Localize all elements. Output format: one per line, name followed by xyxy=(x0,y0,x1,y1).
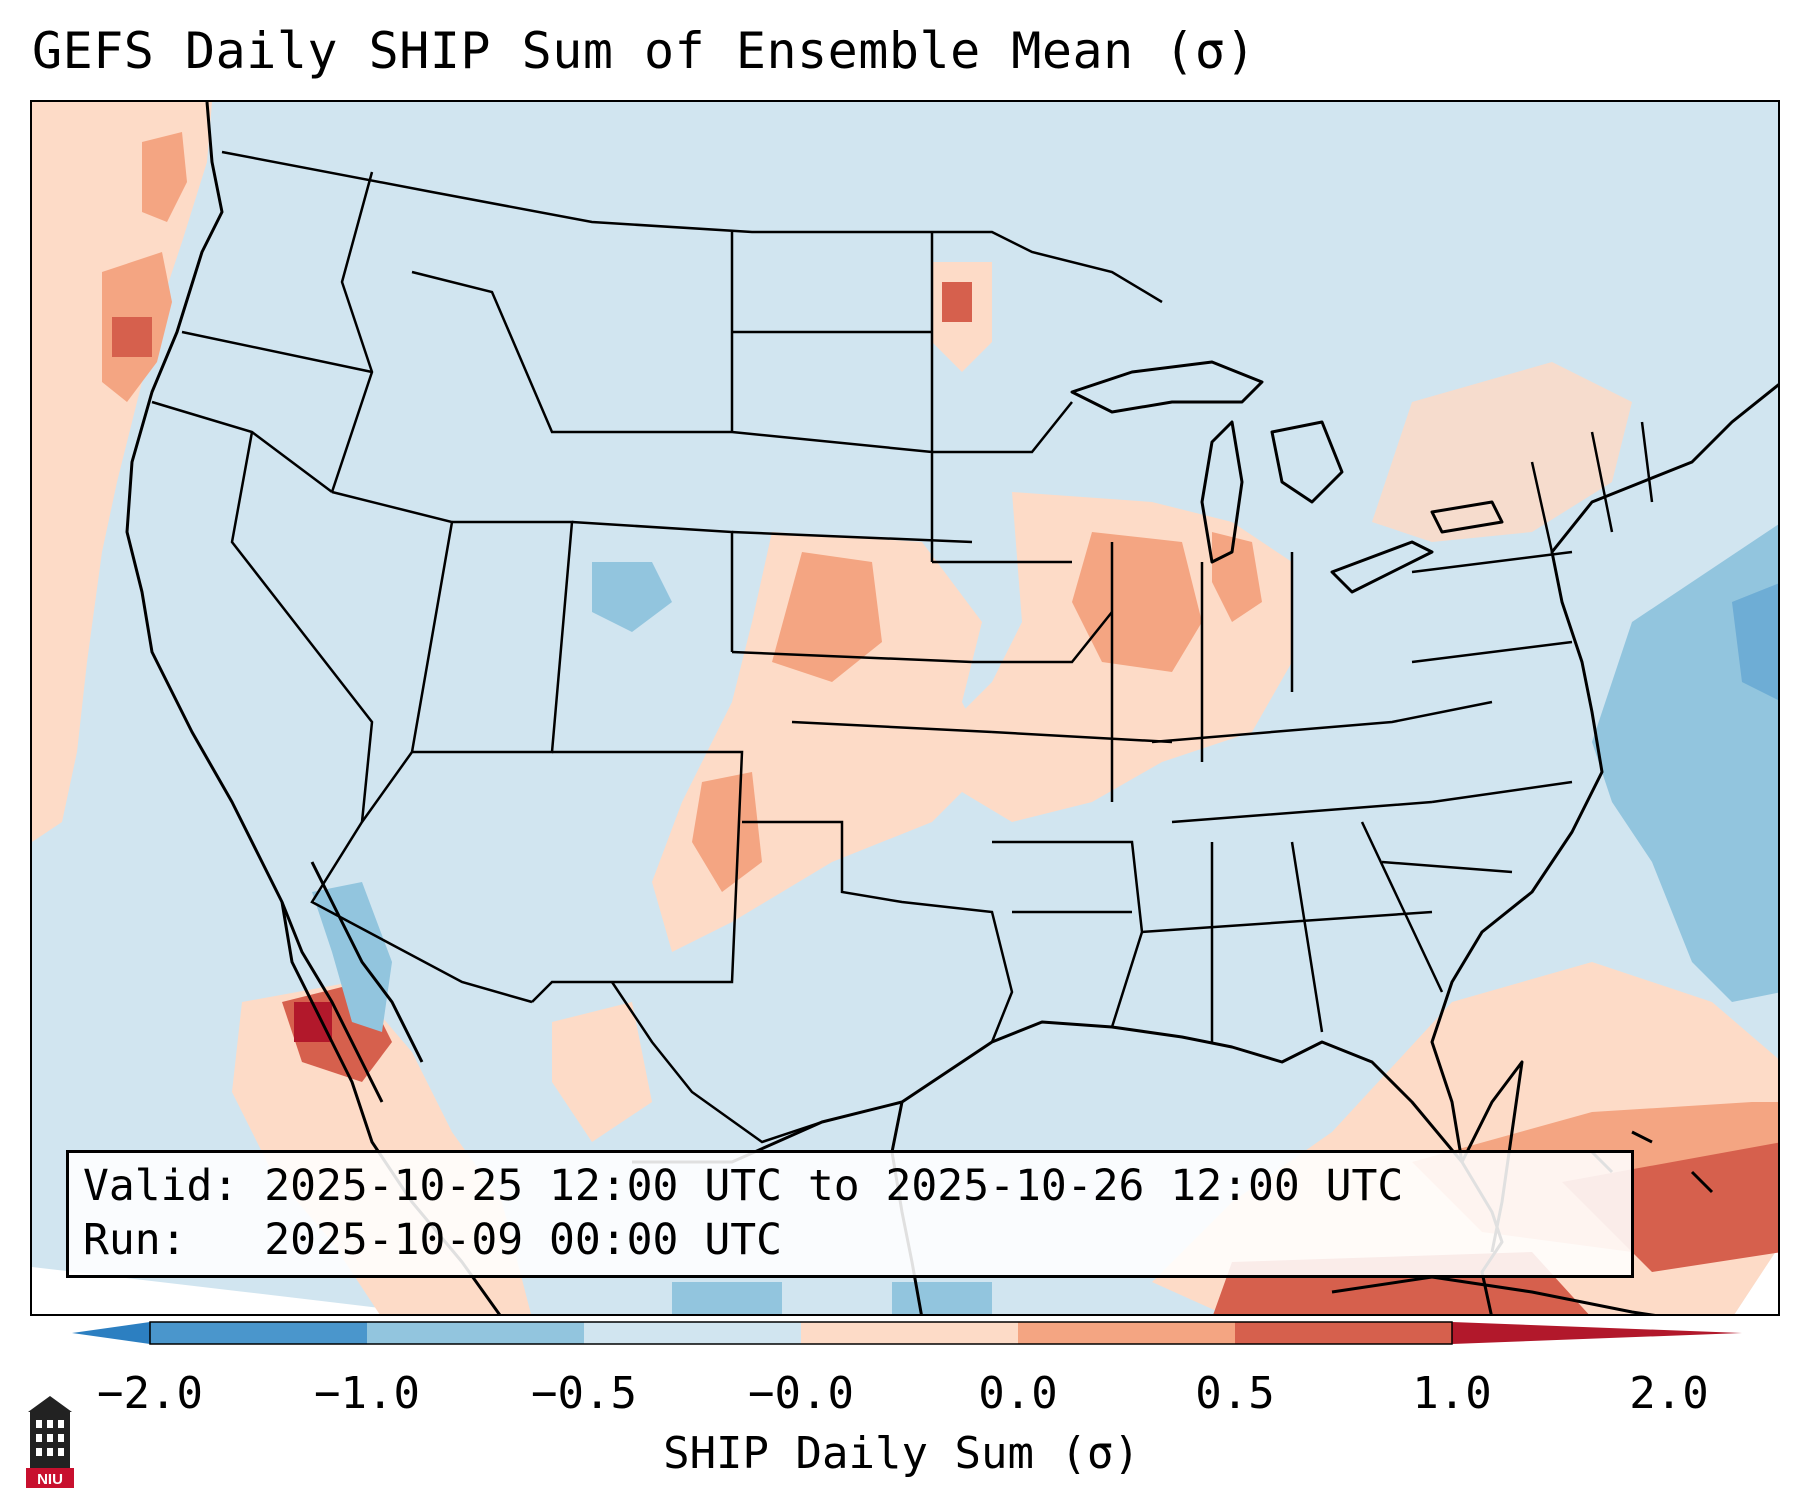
colorbar-bin-m2-m1 xyxy=(150,1322,367,1344)
colorbar-tick-label: −2.0 xyxy=(97,1368,203,1419)
colorbar-bin-1-2 xyxy=(1235,1322,1452,1344)
patch-pacific-nw-peak xyxy=(112,317,152,357)
colorbar-extend-max xyxy=(1452,1322,1742,1344)
chart-title: GEFS Daily SHIP Sum of Ensemble Mean (σ) xyxy=(32,22,1257,80)
patch-gulf-california xyxy=(312,882,392,1032)
lake-superior xyxy=(1070,360,1264,414)
patch-northeast xyxy=(1372,362,1632,542)
patch-colorado-negative xyxy=(592,562,672,632)
patch-minnesota-core xyxy=(942,282,972,322)
cuba-coastline xyxy=(1331,1275,1656,1314)
patch-mexico-west-peak xyxy=(294,1002,332,1042)
colorbar-bin-0-05 xyxy=(801,1322,1018,1344)
baja-coastline xyxy=(280,861,424,1103)
colorbar-bin-05-1 xyxy=(1018,1322,1235,1344)
run-text: Run: 2025-10-09 00:00 UTC xyxy=(83,1215,782,1265)
patch-central-negative2 xyxy=(892,1282,992,1314)
colorbar-label: SHIP Daily Sum (σ) xyxy=(663,1428,1140,1479)
lake-ontario xyxy=(1430,500,1504,534)
colorbar-bin-m05-0 xyxy=(584,1322,801,1344)
colorbar-tick-label: −1.0 xyxy=(314,1368,420,1419)
info-box: Valid: 2025-10-25 12:00 UTC to 2025-10-2… xyxy=(66,1150,1634,1278)
colorbar-bin-m1-m05 xyxy=(367,1322,584,1344)
us-canada-border xyxy=(221,150,1163,304)
university-tower-icon xyxy=(28,1396,72,1468)
west-coastline xyxy=(125,102,501,1314)
patch-illinois-core xyxy=(1072,532,1202,672)
lake-erie xyxy=(1330,540,1434,594)
logo-text: NIU xyxy=(37,1471,63,1488)
colorbar-tick-label: −0.5 xyxy=(531,1368,637,1419)
niu-logo: NIU xyxy=(26,1396,74,1488)
valid-text: Valid: 2025-10-25 12:00 UTC to 2025-10-2… xyxy=(83,1161,1404,1211)
patch-nm-core xyxy=(692,772,762,892)
state-boundaries xyxy=(151,150,1654,1144)
patch-kansas-core xyxy=(772,552,882,682)
map-frame xyxy=(30,100,1780,1316)
patch-pacific-nw-core2 xyxy=(142,132,187,222)
colorbar-tick-label: 0.0 xyxy=(978,1368,1058,1419)
patch-atlantic-core xyxy=(1732,583,1778,700)
lake-huron xyxy=(1270,420,1344,504)
colorbar-tick-label: 2.0 xyxy=(1629,1368,1709,1419)
patch-central-negative xyxy=(672,1282,782,1314)
patch-mexico-interior xyxy=(552,1002,652,1142)
colorbar xyxy=(72,1321,1742,1345)
coastlines xyxy=(125,102,1778,1314)
lake-michigan xyxy=(1200,420,1244,564)
colorbar-outline xyxy=(149,1321,1453,1345)
colorbar-extend-min xyxy=(72,1322,150,1344)
colorbar-tick-label: −0.0 xyxy=(748,1368,854,1419)
east-coastline xyxy=(1430,383,1778,1163)
colorbar-tick-label: 0.5 xyxy=(1195,1368,1275,1419)
domain-edge-left xyxy=(32,1267,430,1314)
colorbar-tick-label: 1.0 xyxy=(1412,1368,1492,1419)
patch-atlantic-negative xyxy=(1592,524,1778,1002)
map-canvas xyxy=(32,102,1778,1314)
